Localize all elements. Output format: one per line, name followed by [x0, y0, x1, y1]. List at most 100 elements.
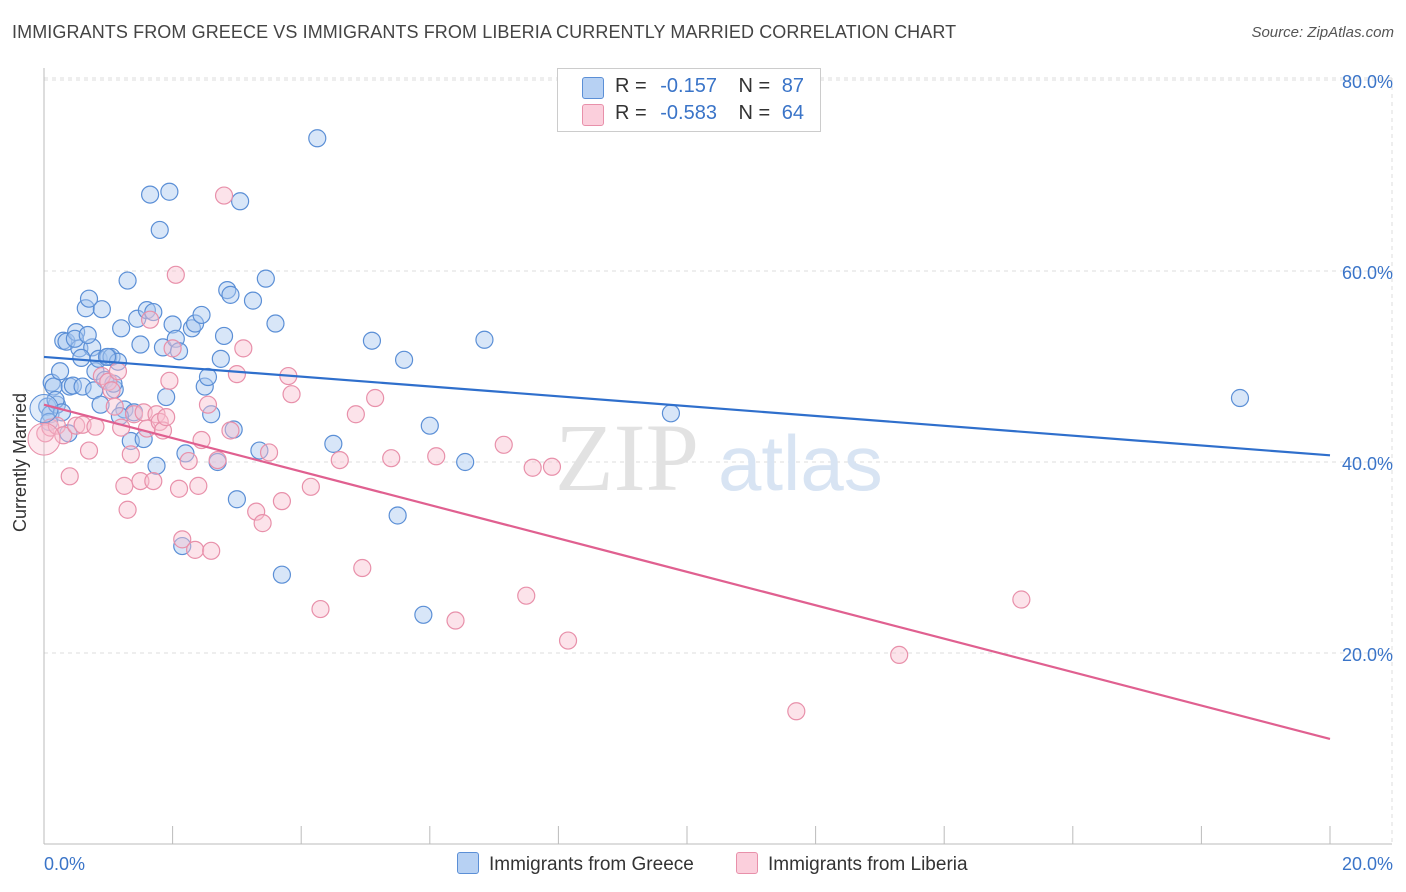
greece-r-label: R = — [615, 75, 647, 97]
greece-point — [79, 289, 99, 308]
greece-point — [157, 387, 176, 407]
greece-point — [163, 315, 182, 334]
greece-point — [118, 271, 137, 290]
tick-labels: 20.0% 40.0% 60.0% 80.0% 0.0% 20.0% — [44, 72, 1393, 874]
liberia-point — [131, 472, 150, 491]
y-axis-label: Currently Married — [10, 392, 30, 532]
greece-point — [475, 330, 494, 349]
greece-point — [661, 404, 681, 423]
liberia-point — [47, 416, 66, 435]
greece-point — [243, 291, 263, 310]
bottom-legend-liberia: Immigrants from Liberia — [736, 852, 968, 876]
greece-point — [150, 220, 169, 240]
liberia-point — [54, 426, 73, 445]
source-label: Source: ZipAtlas.com — [1251, 24, 1394, 41]
greece-point — [202, 405, 221, 424]
greece-point — [131, 335, 150, 354]
liberia-point — [227, 365, 246, 384]
greece-point — [214, 326, 234, 346]
greece-point — [456, 452, 475, 472]
liberia-point — [1012, 590, 1031, 609]
liberia-point — [115, 476, 134, 495]
bottom-greece-label: Immigrants from Greece — [489, 854, 694, 875]
y-tick-label-20: 20.0% — [1342, 645, 1393, 665]
liberia-point — [214, 186, 234, 205]
liberia-point — [353, 558, 372, 578]
liberia-point — [366, 388, 385, 408]
greece-point — [308, 129, 327, 148]
greece-point — [195, 377, 214, 396]
y-tick-label-60: 60.0% — [1342, 263, 1393, 283]
liberia-point — [517, 586, 536, 605]
greece-point — [231, 192, 250, 211]
liberia-point — [166, 265, 185, 284]
watermark-zip: ZIP — [555, 404, 699, 511]
liberia-point — [234, 339, 253, 358]
liberia-point — [542, 457, 562, 476]
greece-point — [414, 605, 433, 624]
watermark: ZIP atlas — [555, 404, 883, 511]
greece-point — [147, 456, 166, 475]
liberia-point — [27, 422, 61, 456]
axes — [43, 68, 1392, 845]
liberia-point — [144, 472, 163, 491]
greece-point — [192, 305, 211, 325]
greece-point — [388, 506, 407, 525]
greece-point — [92, 300, 111, 319]
bottom-greece-swatch — [457, 852, 479, 874]
liberia-point — [427, 447, 446, 466]
greece-point — [29, 394, 59, 424]
x-tick-label-min: 0.0% — [44, 854, 85, 874]
liberia-trend-line — [43, 403, 1331, 741]
liberia-point — [79, 441, 99, 460]
greece-point — [160, 182, 179, 201]
liberia-point — [253, 514, 272, 533]
liberia-point — [160, 371, 179, 390]
greece-point — [221, 285, 240, 304]
liberia-n-label: N = — [738, 102, 771, 124]
greece-r-value: -0.157 — [660, 75, 717, 97]
liberia-point — [112, 418, 131, 437]
greece-point — [78, 325, 97, 345]
liberia-r-label: R = — [615, 102, 647, 124]
greece-point — [266, 314, 285, 333]
liberia-point — [189, 476, 208, 495]
x-tick-label-max: 20.0% — [1342, 854, 1393, 874]
bottom-liberia-swatch — [736, 852, 758, 874]
chart-title: IMMIGRANTS FROM GREECE VS IMMIGRANTS FRO… — [12, 22, 957, 42]
greece-point — [420, 416, 439, 435]
greece-point — [44, 377, 63, 396]
liberia-point — [221, 421, 240, 440]
liberia-point — [163, 339, 182, 358]
liberia-point — [179, 451, 198, 471]
y-tick-label-80: 80.0% — [1342, 72, 1393, 92]
liberia-point — [523, 458, 542, 477]
liberia-point — [108, 362, 128, 381]
liberia-point — [787, 702, 806, 721]
liberia-point — [105, 397, 124, 416]
greece-point — [137, 301, 156, 320]
liberia-point — [259, 443, 279, 462]
greece-point — [211, 349, 230, 368]
liberia-point — [890, 645, 909, 665]
greece-point — [72, 348, 91, 368]
liberia-point — [173, 530, 192, 549]
greece-point — [63, 376, 83, 395]
liberia-point — [346, 405, 365, 424]
liberia-point — [272, 492, 292, 511]
liberia-swatch — [582, 104, 604, 126]
liberia-point — [494, 435, 513, 454]
liberia-point — [247, 502, 266, 521]
liberia-point — [198, 395, 218, 414]
greece-point — [1230, 388, 1250, 408]
liberia-point — [60, 467, 79, 486]
liberia-r-value: -0.583 — [660, 102, 717, 124]
greece-point — [140, 185, 160, 204]
greece-point — [394, 350, 414, 369]
liberia-point — [121, 445, 140, 464]
greece-point — [198, 367, 218, 387]
liberia-point — [67, 416, 86, 435]
greece-point — [272, 565, 292, 584]
liberia-point — [140, 310, 160, 329]
